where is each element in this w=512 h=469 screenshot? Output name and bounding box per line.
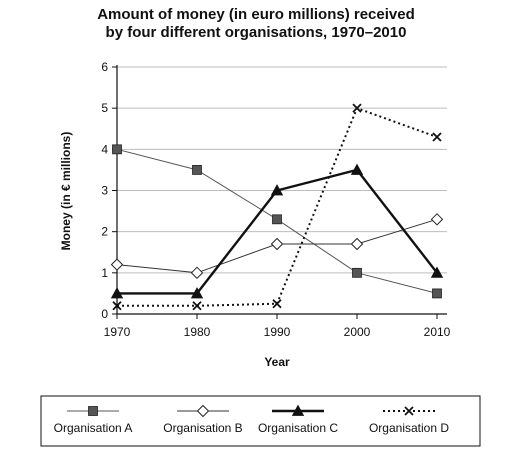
legend-marker-1: [88, 406, 98, 416]
legend-marker-2: [196, 404, 210, 418]
data-point-series-1: [112, 144, 122, 155]
data-point-series-3: [110, 287, 124, 299]
y-tick-label: 0: [101, 307, 108, 321]
x-tick-label: 1990: [264, 325, 291, 339]
grid-lines: [117, 66, 447, 274]
data-point-series-2: [270, 237, 284, 251]
x-tick-label: 1980: [184, 325, 211, 339]
legend-marker-3: [291, 404, 305, 416]
data-point-series-2: [430, 213, 444, 226]
legend-label-3: Organisation C: [258, 421, 338, 435]
data-point-series-3: [430, 266, 444, 278]
x-axis-title: Year: [264, 355, 290, 369]
data-point-series-4: [352, 103, 362, 113]
legend-marker-4: [404, 406, 414, 416]
data-point-series-4: [432, 132, 442, 142]
legend-frame: [40, 395, 481, 447]
data-point-series-4: [112, 301, 122, 311]
y-tick-label: 4: [101, 142, 108, 156]
data-point-series-4: [272, 299, 282, 309]
data-point-series-3: [190, 287, 204, 299]
data-point-series-1: [352, 267, 362, 278]
axes: 0 1 2 3 4 5 6 1970 1980 1990 2000 2010: [101, 60, 450, 339]
series-line-4: [117, 107, 438, 307]
x-tick-label: 2010: [424, 325, 451, 339]
y-tick-label: 2: [101, 225, 108, 239]
data-point-series-2: [190, 266, 204, 280]
x-tick-label: 2000: [344, 325, 371, 339]
series-lines: [116, 107, 438, 307]
chart-title-line-2: by four different organisations, 1970–20…: [105, 24, 407, 41]
y-tick-label: 5: [101, 101, 108, 115]
data-point-series-1: [272, 214, 282, 225]
data-point-series-3: [350, 163, 364, 175]
y-tick-label: 6: [101, 60, 108, 74]
data-point-series-1: [192, 165, 202, 175]
x-tick-label: 1970: [104, 325, 131, 339]
legend-label-4: Organisation D: [369, 421, 449, 435]
data-point-series-2: [350, 237, 364, 251]
legend: Organisation A Organisation B Organisation…: [40, 395, 481, 447]
y-axis-title: Money (in € millions): [59, 132, 73, 251]
legend-label-1: Organisation A: [54, 421, 133, 435]
chart-title-line-1: Amount of money (in euro millions) recei…: [97, 6, 415, 23]
data-point-series-2: [110, 258, 124, 271]
y-tick-label: 1: [101, 266, 108, 280]
data-point-series-4: [192, 301, 202, 311]
data-point-series-3: [270, 184, 284, 196]
data-point-series-1: [432, 288, 442, 299]
series-markers: [110, 103, 444, 311]
y-tick-label: 3: [101, 184, 108, 198]
legend-label-2: Organisation B: [163, 421, 242, 435]
